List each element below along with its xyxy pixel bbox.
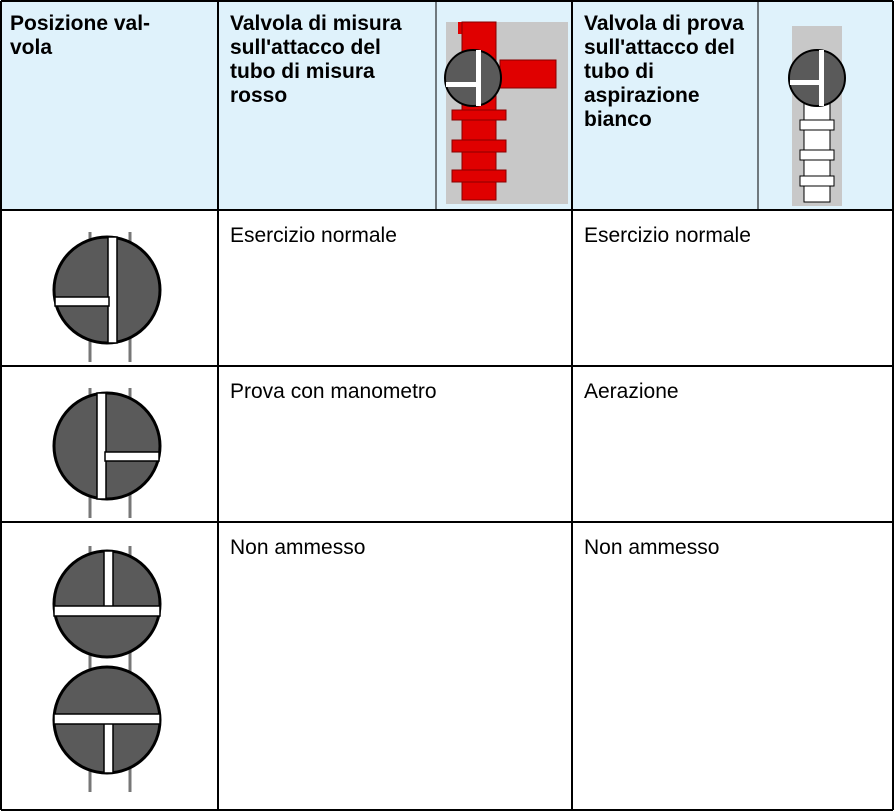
cell: Aerazione [584,380,679,403]
cell: Non ammesso [230,536,366,559]
cell: Prova con manometro [230,380,437,403]
valve-icon-part [52,391,162,501]
valve-icon-part [103,550,114,610]
valve-icon-part [53,713,161,725]
valve-icon-part [53,605,161,617]
header-cell: Valvola di prova sull'attacco del tubo d… [584,12,744,131]
valve-icon-part [104,451,160,462]
valve-icon-part [52,235,162,345]
valve-icon-part [103,721,114,774]
valve-icon-part [96,392,107,500]
cell: Non ammesso [584,536,720,559]
header-cell: Posizione val-vola [10,12,151,59]
valve-icon-part [54,296,110,307]
header-cell: Valvola di misura sull'attacco del tubo … [230,12,402,107]
cell: Esercizio normale [584,224,751,247]
cell: Esercizio normale [230,224,397,247]
valve-icon-part [107,236,118,344]
